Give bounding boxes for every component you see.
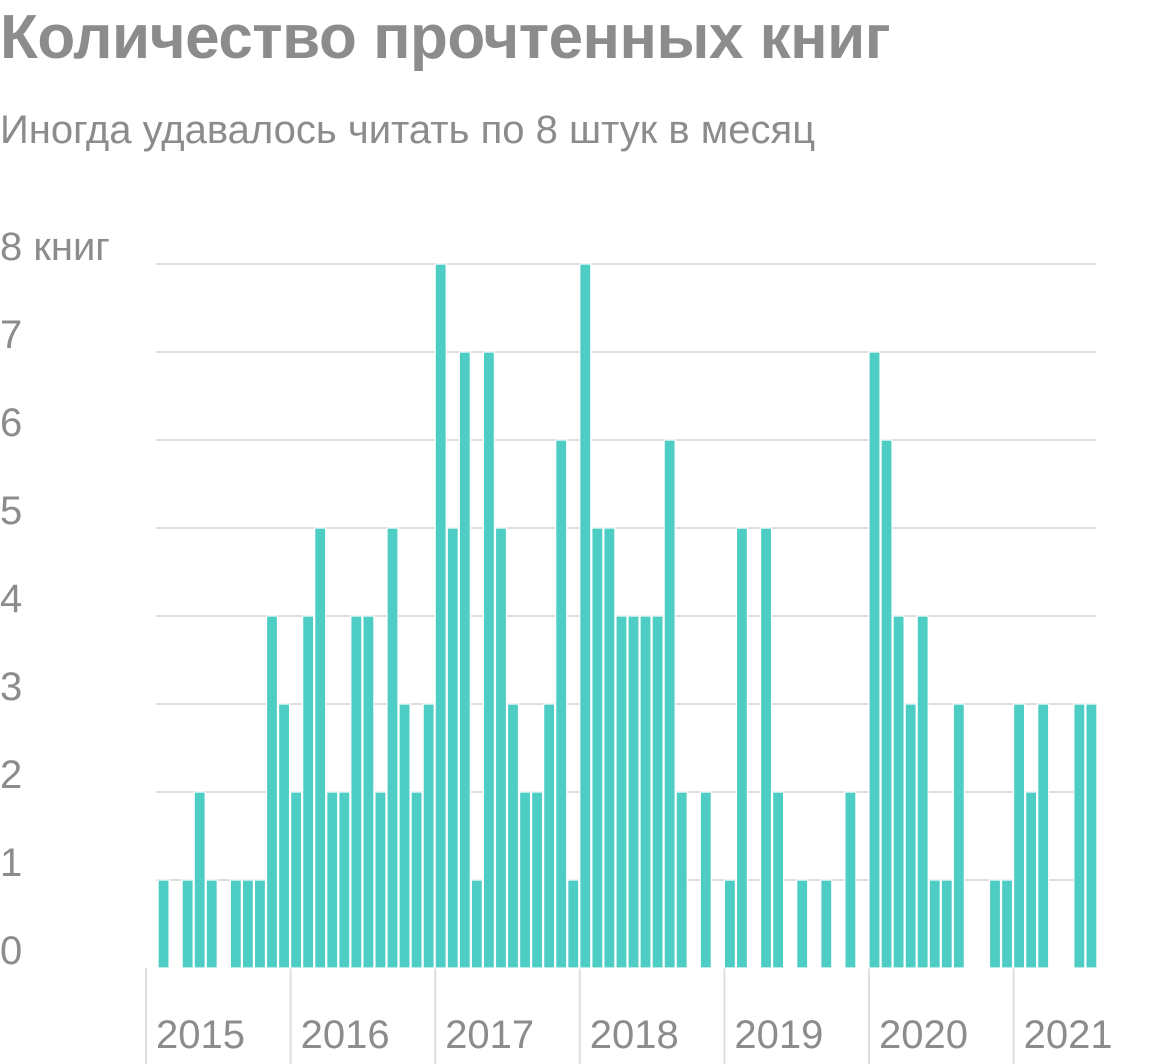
- bar: [1000, 879, 1014, 969]
- bar: [627, 615, 640, 969]
- bar: [639, 615, 652, 969]
- bar: [988, 879, 1002, 969]
- y-tick-label: 4: [0, 577, 22, 621]
- x-tick-label: 2020: [879, 1013, 968, 1057]
- year-tick-lines: [145, 968, 1015, 1064]
- y-tick-label: 7: [0, 313, 22, 357]
- bar: [796, 879, 809, 969]
- bar: [904, 703, 917, 969]
- bar: [591, 527, 604, 969]
- chart-title: Количество прочтенных книг: [0, 3, 891, 72]
- bar: [615, 615, 628, 969]
- bar: [1025, 791, 1038, 969]
- bar: [398, 703, 411, 969]
- bar: [880, 439, 893, 969]
- bar: [362, 615, 375, 969]
- bar: [1012, 703, 1026, 969]
- bars: [157, 263, 1098, 969]
- bar: [422, 703, 435, 969]
- bar: [277, 703, 291, 969]
- bar: [916, 615, 929, 969]
- bar: [663, 439, 676, 969]
- bar: [928, 879, 941, 969]
- bar: [314, 527, 327, 969]
- bar: [952, 703, 965, 969]
- bar: [723, 879, 737, 969]
- x-tick-label: 2018: [590, 1013, 679, 1057]
- x-tick-label: 2015: [156, 1013, 245, 1057]
- bar: [579, 263, 592, 969]
- bar: [229, 879, 242, 969]
- x-tick-label: 2016: [301, 1013, 390, 1057]
- bar: [350, 615, 363, 969]
- bar: [675, 791, 688, 969]
- bar: [844, 791, 857, 969]
- bar: [1085, 703, 1098, 969]
- bar: [603, 527, 616, 969]
- bar: [555, 439, 568, 969]
- bar: [338, 791, 351, 969]
- bar: [241, 879, 254, 969]
- bar: [494, 527, 508, 969]
- x-axis-labels: 2015 2016 2017 2018 2019 2020 2021: [156, 1013, 1113, 1057]
- bar: [651, 615, 664, 969]
- bar: [506, 703, 520, 969]
- bar: [1037, 703, 1050, 969]
- bar: [820, 879, 833, 969]
- bar: [265, 615, 279, 969]
- x-tick-label: 2021: [1024, 1013, 1113, 1057]
- y-tick-label: 0: [0, 929, 22, 973]
- bar: [567, 879, 580, 969]
- bar: [892, 615, 905, 969]
- chart-subtitle: Иногда удавалось читать по 8 штук в меся…: [0, 108, 816, 152]
- bar: [543, 703, 556, 969]
- y-tick-label: 6: [0, 401, 22, 445]
- bar: [374, 791, 387, 969]
- bar: [253, 879, 267, 969]
- bar: [446, 527, 459, 969]
- bar: [193, 791, 206, 969]
- x-tick-label: 2017: [445, 1013, 534, 1057]
- bar: [1073, 703, 1086, 969]
- bar: [290, 791, 303, 969]
- y-tick-label: 3: [0, 665, 22, 709]
- bar: [482, 351, 495, 969]
- bar: [386, 527, 399, 969]
- bar: [771, 791, 785, 969]
- bar: [181, 879, 194, 969]
- y-tick-label: 2: [0, 753, 22, 797]
- y-tick-label: 5: [0, 489, 22, 533]
- y-tick-label: 8 книг: [0, 225, 110, 269]
- bar: [326, 791, 339, 969]
- bar: [410, 791, 423, 969]
- bar: [205, 879, 218, 969]
- bar: [434, 263, 447, 969]
- bar: [735, 527, 749, 969]
- bar: [759, 527, 773, 969]
- bar: [302, 615, 315, 969]
- bar: [157, 879, 170, 969]
- bar: [458, 351, 471, 969]
- bar: [699, 791, 712, 969]
- y-axis-labels: 0 1 2 3 4 5 6 7 8 книг: [0, 225, 110, 973]
- x-tick-label: 2019: [734, 1013, 823, 1057]
- bar: [868, 351, 881, 969]
- bar: [518, 791, 532, 969]
- bar: [470, 879, 483, 969]
- bar: [530, 791, 544, 969]
- bar: [940, 879, 953, 969]
- y-tick-label: 1: [0, 841, 22, 885]
